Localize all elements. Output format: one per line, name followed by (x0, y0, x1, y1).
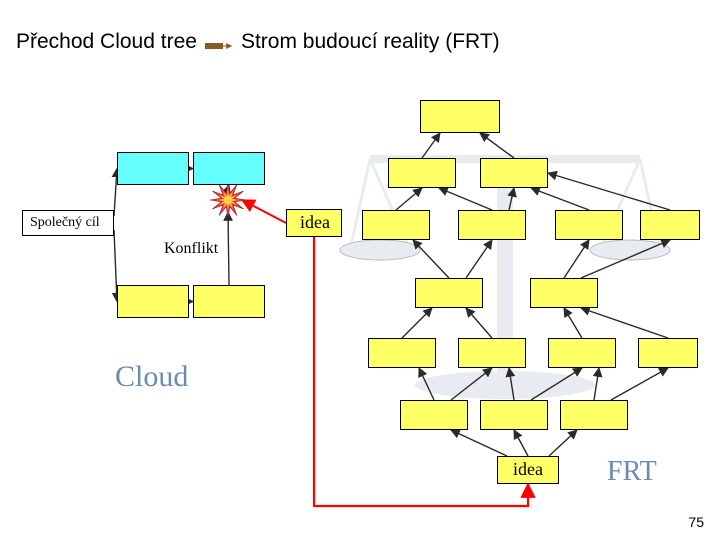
node-cloud_b2 (193, 285, 265, 318)
node-row3_d (640, 210, 700, 240)
label-idea-bottom: idea (513, 459, 543, 480)
label-spolecny-cil: Společný cíl (30, 215, 100, 231)
node-row5_c (548, 338, 616, 368)
label-konflikt: Konflikt (164, 240, 218, 258)
title-row: Přechod Cloud tree Strom budoucí reality… (16, 30, 500, 54)
label-idea-top: idea (300, 212, 330, 233)
node-cloud_t2 (193, 152, 265, 185)
node-row6_b (480, 400, 548, 430)
node-row3_b (458, 210, 526, 240)
title-right: Strom budoucí reality (FRT) (241, 30, 500, 54)
node-row4_b (530, 278, 598, 308)
node-row5_a (368, 338, 436, 368)
title-left: Přechod Cloud tree (16, 30, 197, 54)
node-row5_d (638, 338, 698, 368)
label-cloud: Cloud (115, 360, 188, 394)
node-top_single (420, 100, 500, 133)
label-frt: FRT (607, 456, 657, 488)
node-row2_a (388, 158, 456, 188)
node-row5_b (458, 338, 526, 368)
node-row6_c (560, 400, 628, 430)
node-row3_c (555, 210, 623, 240)
title-arrow-icon (205, 35, 233, 49)
node-row3_a (362, 210, 430, 240)
node-row2_b (480, 158, 548, 188)
node-cloud_t1 (117, 152, 189, 185)
node-row4_a (415, 278, 483, 308)
node-row6_a (400, 400, 468, 430)
node-cloud_b1 (117, 285, 189, 318)
slide-number: 75 (688, 514, 704, 530)
